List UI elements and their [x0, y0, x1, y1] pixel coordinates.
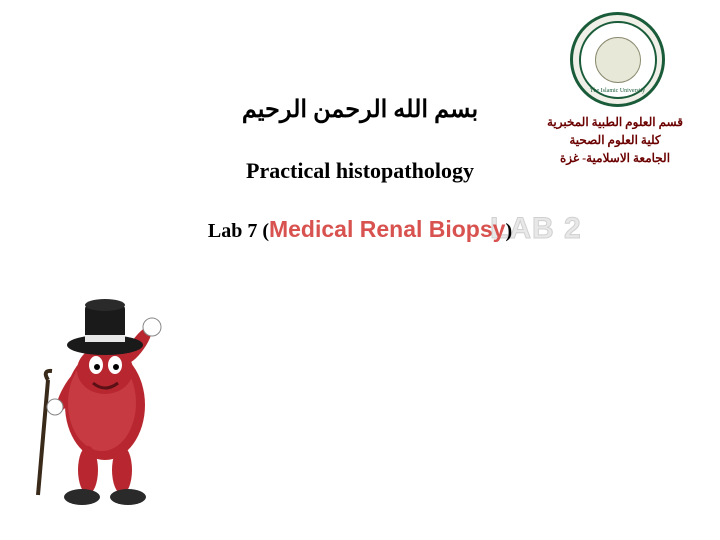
lab-prefix: Lab 7 (	[208, 220, 269, 242]
lab-suffix: )	[505, 220, 512, 242]
lab-title-line: Lab 7 (Medical Renal Biopsy)	[0, 216, 720, 243]
dept-line-2: كلية العلوم الصحية	[535, 131, 695, 149]
lab-topic: Medical Renal Biopsy	[269, 216, 505, 242]
course-subtitle: Practical histopathology	[0, 158, 720, 184]
university-logo: The Islamic University	[570, 12, 665, 107]
logo-emblem	[595, 37, 641, 83]
bismillah-heading: بسم الله الرحمن الرحيم	[0, 95, 720, 124]
logo-text-ring: The Islamic University	[579, 21, 657, 99]
logo-ring-text: The Islamic University	[590, 88, 645, 94]
cartoon-character	[30, 285, 180, 515]
logo-outer-ring: The Islamic University	[570, 12, 665, 107]
